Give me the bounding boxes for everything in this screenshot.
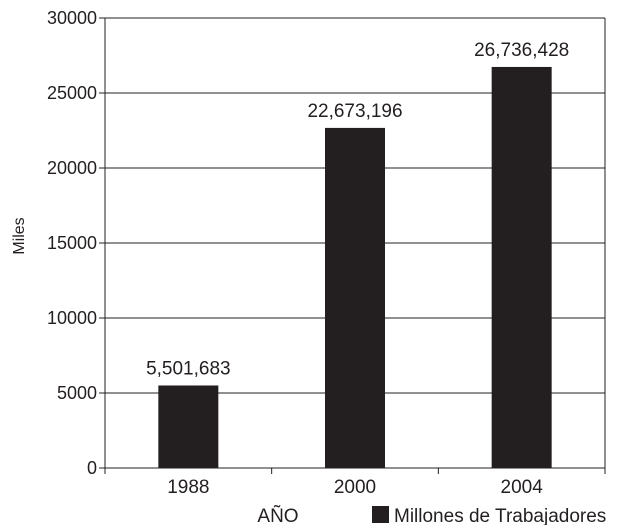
y-axis-label: Miles — [11, 217, 28, 254]
data-label: 22,673,196 — [307, 101, 402, 122]
x-tick-label: 2004 — [501, 477, 544, 498]
x-tick-labels: 1988 2000 2004 — [167, 477, 543, 498]
y-tick-label: 5000 — [57, 383, 97, 403]
y-tick-label: 15000 — [47, 233, 97, 253]
y-tick-label: 0 — [87, 458, 97, 478]
y-tick-labels: 0 5000 10000 15000 20000 25000 30000 — [47, 8, 97, 478]
data-label: 5,501,683 — [146, 358, 231, 379]
x-tick-label: 2000 — [334, 477, 376, 498]
bar-1988 — [158, 385, 219, 468]
bars — [158, 66, 552, 468]
bar-2000 — [325, 127, 385, 468]
y-tick-label: 20000 — [47, 158, 97, 178]
data-labels: 5,501,683 22,673,196 26,736,428 — [146, 40, 569, 380]
y-tick-label: 25000 — [47, 83, 97, 103]
y-tick-label: 30000 — [47, 8, 97, 28]
x-axis-label: AÑO — [257, 505, 298, 525]
legend: Millones de Trabajadores — [372, 506, 606, 527]
x-tick-label: 1988 — [167, 477, 209, 498]
bar-2004 — [491, 66, 552, 468]
y-tick-label: 10000 — [47, 308, 97, 328]
axes — [99, 17, 606, 474]
legend-swatch — [372, 506, 389, 523]
legend-label: Millones de Trabajadores — [394, 506, 606, 525]
data-label: 26,736,428 — [474, 40, 569, 61]
